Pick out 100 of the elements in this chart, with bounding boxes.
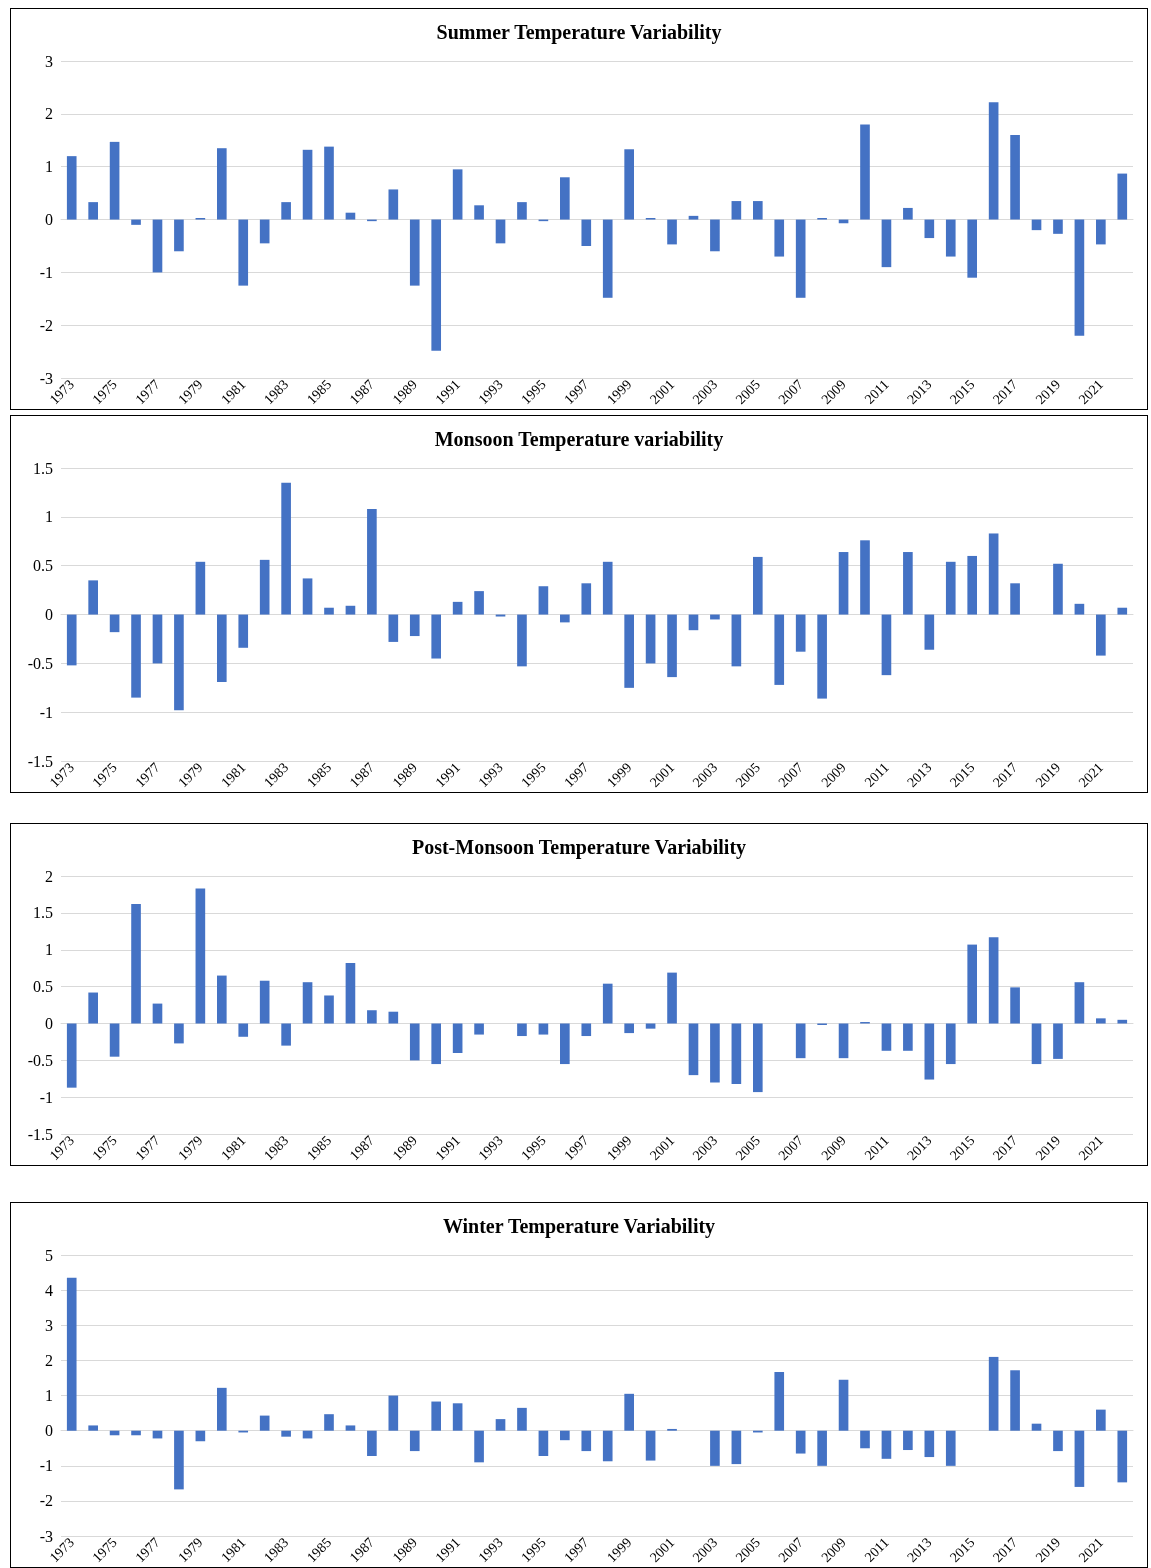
bar bbox=[1096, 614, 1106, 656]
bar bbox=[345, 1425, 356, 1431]
bar bbox=[109, 141, 120, 220]
bar bbox=[281, 1430, 291, 1437]
bar bbox=[1074, 1430, 1085, 1487]
bar bbox=[238, 219, 249, 286]
bar bbox=[581, 583, 592, 615]
chart-title: Summer Temperature Variability bbox=[436, 21, 722, 44]
bar bbox=[581, 219, 592, 246]
bar bbox=[795, 1430, 806, 1454]
x-tick-label: 2011 bbox=[861, 759, 892, 790]
bar bbox=[216, 148, 227, 220]
bar bbox=[1031, 1423, 1042, 1431]
bar bbox=[302, 149, 313, 220]
bar bbox=[88, 580, 98, 615]
bar bbox=[924, 614, 935, 650]
bar bbox=[517, 1407, 527, 1431]
bar bbox=[710, 219, 720, 252]
bar bbox=[731, 1430, 742, 1465]
y-tick-label: 2 bbox=[45, 1351, 53, 1369]
bar bbox=[409, 1023, 420, 1061]
y-tick-label: 1 bbox=[45, 1387, 53, 1405]
bar bbox=[1053, 1023, 1063, 1059]
bar bbox=[881, 1023, 892, 1051]
chart-title: Winter Temperature Variability bbox=[442, 1215, 716, 1238]
bar bbox=[131, 219, 141, 225]
bar bbox=[1117, 1019, 1128, 1024]
bar bbox=[988, 1356, 999, 1431]
bar bbox=[860, 1430, 870, 1449]
bar bbox=[838, 1023, 849, 1059]
bar bbox=[624, 1023, 634, 1034]
bar bbox=[302, 982, 313, 1024]
y-tick-label: -1 bbox=[39, 703, 53, 721]
bar bbox=[367, 1430, 377, 1457]
bar bbox=[988, 937, 999, 1024]
bar bbox=[752, 201, 763, 220]
x-tick-label: 2011 bbox=[861, 1534, 892, 1565]
bar bbox=[817, 614, 827, 699]
bar bbox=[195, 888, 206, 1024]
bar bbox=[131, 1430, 141, 1436]
bar bbox=[345, 212, 356, 220]
y-tick-label: 0 bbox=[45, 211, 53, 229]
y-tick-label: 0.5 bbox=[33, 978, 53, 996]
bar bbox=[967, 555, 978, 615]
bar bbox=[259, 559, 270, 615]
bar bbox=[1096, 219, 1106, 245]
bar bbox=[474, 1430, 484, 1463]
bar bbox=[66, 156, 77, 220]
y-tick-label: 3 bbox=[45, 52, 53, 70]
bar bbox=[924, 1023, 935, 1080]
bar bbox=[624, 614, 634, 688]
x-tick-label: 1991 bbox=[432, 1534, 463, 1566]
bar bbox=[1010, 583, 1020, 615]
bar bbox=[710, 1430, 720, 1466]
y-tick-label: 0 bbox=[45, 1015, 53, 1032]
bar bbox=[560, 1023, 570, 1065]
bar bbox=[388, 1395, 399, 1431]
bar bbox=[903, 552, 913, 615]
bar bbox=[903, 1023, 913, 1051]
bar bbox=[602, 561, 613, 615]
y-tick-label: -0.5 bbox=[27, 1051, 53, 1069]
bar bbox=[688, 1023, 699, 1076]
x-tick-label: 1981 bbox=[218, 759, 249, 791]
bar bbox=[452, 169, 463, 220]
bar bbox=[66, 614, 77, 666]
bar bbox=[409, 219, 420, 286]
bar bbox=[216, 975, 227, 1024]
bar bbox=[860, 540, 870, 615]
bar bbox=[238, 614, 249, 648]
y-tick-label: -1 bbox=[39, 263, 53, 281]
bar bbox=[174, 219, 184, 252]
x-tick-label: 1981 bbox=[218, 376, 249, 408]
y-tick-label: 4 bbox=[45, 1281, 53, 1299]
bar bbox=[174, 1023, 184, 1044]
bar bbox=[1074, 219, 1085, 336]
bar bbox=[452, 1023, 463, 1053]
y-tick-label: 1.5 bbox=[33, 904, 53, 922]
bar bbox=[731, 201, 742, 220]
bar bbox=[259, 980, 270, 1024]
bar bbox=[838, 1379, 849, 1431]
bar bbox=[988, 102, 999, 220]
x-tick-label: 2011 bbox=[861, 1132, 892, 1163]
bar bbox=[752, 1023, 763, 1093]
bar bbox=[645, 1430, 656, 1461]
bar bbox=[88, 992, 98, 1024]
bar bbox=[645, 614, 656, 664]
y-tick-label: 1 bbox=[45, 508, 53, 526]
bar bbox=[1053, 563, 1063, 615]
bar bbox=[945, 561, 956, 615]
bar bbox=[1053, 219, 1063, 234]
bar bbox=[731, 614, 742, 667]
bar bbox=[281, 1023, 291, 1046]
bar bbox=[66, 1277, 77, 1431]
y-tick-label: -1 bbox=[39, 1457, 53, 1475]
y-tick-label: 0 bbox=[45, 606, 53, 624]
bar bbox=[1074, 603, 1085, 615]
y-tick-label: -2 bbox=[39, 316, 53, 334]
y-tick-label: -0.5 bbox=[27, 654, 53, 672]
bar bbox=[774, 614, 785, 685]
y-tick-label: 0.5 bbox=[33, 557, 53, 575]
